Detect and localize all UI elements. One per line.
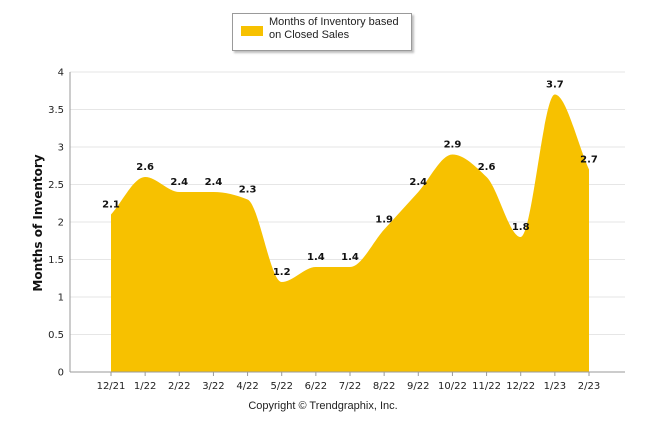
legend-label: Months of Inventory based on Closed Sale… <box>269 16 399 41</box>
x-tick-label: 4/22 <box>236 381 258 392</box>
y-tick-label: 3 <box>58 143 64 154</box>
y-tick-label: 1.5 <box>48 255 64 266</box>
x-tick-label: 6/22 <box>305 381 327 392</box>
axes <box>69 72 625 373</box>
data-label: 2.6 <box>478 162 496 173</box>
copyright-text: Copyright © Trendgraphix, Inc. <box>248 400 398 412</box>
data-label: 1.2 <box>273 267 291 278</box>
x-tick-label: 1/23 <box>544 381 566 392</box>
data-label: 1.4 <box>341 252 359 263</box>
data-label: 2.7 <box>580 155 598 166</box>
x-tick-label: 5/22 <box>270 381 292 392</box>
data-label: 1.9 <box>375 215 393 226</box>
x-tick-label: 8/22 <box>373 381 395 392</box>
x-tick-label: 7/22 <box>339 381 361 392</box>
y-tick-label: 3.5 <box>48 105 64 116</box>
y-tick-label: 0.5 <box>48 330 64 341</box>
x-tick-label: 12/22 <box>506 381 535 392</box>
legend: Months of Inventory based on Closed Sale… <box>232 13 412 51</box>
x-tick-label: 3/22 <box>202 381 224 392</box>
data-label: 2.3 <box>239 185 257 196</box>
x-tick-label: 2/23 <box>578 381 600 392</box>
data-labels: 2.1 2.6 2.4 2.4 2.3 1.2 1.4 1.4 1.9 2.4 2.9 2.6 1.8 3… <box>102 80 598 279</box>
y-tick-label: 0 <box>58 368 64 379</box>
data-label: 1.8 <box>512 222 530 233</box>
data-label: 2.4 <box>205 177 223 188</box>
data-label: 2.4 <box>409 177 427 188</box>
x-axis-ticks: 12/21 1/22 2/22 3/22 4/22 5/22 6/22 7/22 8/22 9/2… <box>97 372 600 392</box>
y-tick-label: 2.5 <box>48 180 64 191</box>
data-label: 3.7 <box>546 80 564 91</box>
x-tick-label: 1/22 <box>134 381 156 392</box>
data-label: 1.4 <box>307 252 325 263</box>
y-tick-label: 2 <box>58 218 64 229</box>
x-tick-label: 12/21 <box>97 381 126 392</box>
x-tick-label: 10/22 <box>438 381 467 392</box>
y-axis-title: Months of Inventory <box>31 154 45 291</box>
data-label: 2.1 <box>102 200 120 211</box>
x-tick-label: 11/22 <box>472 381 501 392</box>
inventory-area <box>111 94 589 372</box>
x-tick-label: 2/22 <box>168 381 190 392</box>
y-tick-label: 1 <box>58 293 64 304</box>
y-axis-ticks: 0 0.5 1 1.5 2 2.5 3 3.5 4 <box>48 68 64 379</box>
data-label: 2.4 <box>170 177 188 188</box>
data-label: 2.6 <box>136 162 154 173</box>
x-tick-label: 9/22 <box>407 381 429 392</box>
legend-swatch <box>241 26 263 36</box>
y-tick-label: 4 <box>58 68 64 79</box>
data-label: 2.9 <box>444 140 462 151</box>
